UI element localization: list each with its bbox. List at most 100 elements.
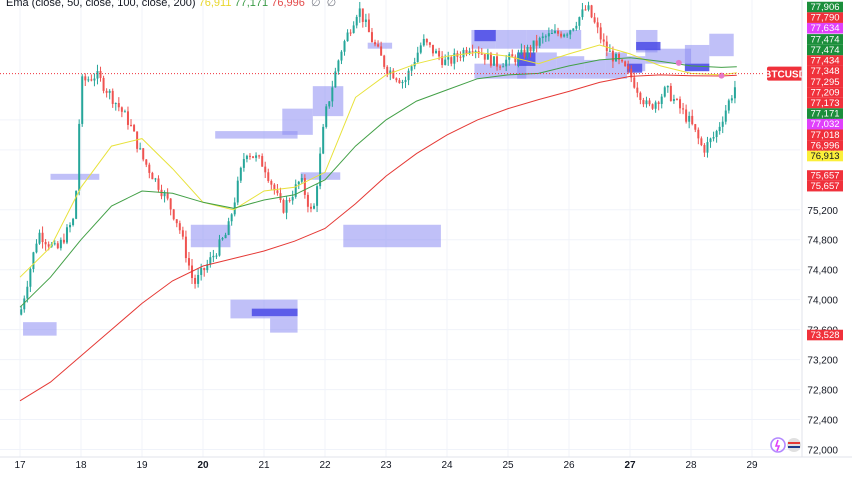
candle-body xyxy=(441,56,444,65)
candle-body xyxy=(532,40,535,52)
y-tick-label: 75,200 xyxy=(807,206,838,217)
candle-body xyxy=(575,25,578,29)
candle-body xyxy=(560,33,563,37)
candle-body xyxy=(309,206,312,209)
candle-body xyxy=(65,227,68,243)
candle-body xyxy=(669,85,672,101)
volume-profile-block xyxy=(50,173,100,180)
candle-body xyxy=(300,178,303,182)
volume-profile-block-dark xyxy=(474,29,496,42)
price-badge xyxy=(807,1,843,13)
candle-body xyxy=(514,56,517,63)
candle-body xyxy=(401,81,404,84)
candle-body xyxy=(526,47,529,57)
candle-body xyxy=(392,70,395,79)
candle-body xyxy=(380,46,383,56)
candle-body xyxy=(349,32,352,34)
candle-body xyxy=(663,87,666,97)
candle-body xyxy=(654,102,657,109)
candle-body xyxy=(306,194,309,207)
x-tick-label: 18 xyxy=(75,460,87,471)
candle-body xyxy=(358,8,361,17)
x-tick-label: 23 xyxy=(380,460,392,471)
candle-body xyxy=(492,56,495,66)
price-badge xyxy=(807,65,843,77)
candle-body xyxy=(624,61,627,67)
price-badge xyxy=(807,87,843,98)
candle-body xyxy=(285,200,288,213)
candle-body xyxy=(117,103,120,108)
candle-body xyxy=(142,148,145,160)
candle-body xyxy=(273,184,276,191)
candle-body xyxy=(154,178,157,180)
candle-body xyxy=(203,268,206,271)
candle-body xyxy=(303,178,306,195)
candle-body xyxy=(529,47,532,52)
ema-legend: Ema (close, 50, close, 100, close, 200) … xyxy=(6,0,336,9)
candle-body xyxy=(569,30,572,35)
candle-body xyxy=(151,172,154,180)
candle-body xyxy=(163,192,166,197)
price-badge-label: 76,913 xyxy=(810,151,839,162)
candle-body xyxy=(422,38,425,46)
candle-body xyxy=(639,92,642,100)
candle-body xyxy=(648,100,651,105)
candle-body xyxy=(87,79,90,81)
price-badge-label: 77,434 xyxy=(810,56,839,67)
candle-body xyxy=(465,49,468,54)
candle-body xyxy=(276,190,279,194)
candle-body xyxy=(709,138,712,143)
candle-body xyxy=(489,53,492,66)
volume-profile-block xyxy=(23,322,57,336)
candle-body xyxy=(215,255,218,257)
candle-body xyxy=(93,78,96,81)
price-badge-label: 77,173 xyxy=(810,98,839,109)
candle-body xyxy=(581,9,584,18)
volume-profile-block xyxy=(367,42,393,49)
candle-body xyxy=(374,42,377,45)
candle-body xyxy=(248,155,251,157)
candle-body xyxy=(691,115,694,125)
y-tick-label: 72,400 xyxy=(807,416,838,427)
candle-body xyxy=(352,25,355,33)
ema-marker xyxy=(718,72,725,79)
eye-off-icon[interactable]: ∅ xyxy=(310,0,321,9)
price-badge-label: 73,528 xyxy=(810,330,839,341)
legend-ema100-value: 77,171 xyxy=(234,0,269,9)
candle-body xyxy=(578,17,581,26)
candle-body xyxy=(672,99,675,101)
candle-body xyxy=(599,27,602,40)
price-badge-label: 77,032 xyxy=(810,119,839,130)
candle-body xyxy=(340,51,343,61)
x-tick-label: 28 xyxy=(685,460,697,471)
candle-body xyxy=(206,264,209,271)
price-badge xyxy=(807,129,843,141)
candle-body xyxy=(370,32,373,43)
time-axis xyxy=(0,457,852,485)
candle-body xyxy=(733,87,736,99)
candle-body xyxy=(364,19,367,22)
x-tick-label: 17 xyxy=(14,460,26,471)
candle-body xyxy=(499,66,502,68)
volume-profile-block-dark xyxy=(636,41,661,51)
candle-body xyxy=(96,71,99,79)
price-badge-label: 77,171 xyxy=(810,109,839,120)
candle-body xyxy=(566,34,569,36)
x-tick-label: 29 xyxy=(746,460,758,471)
candle-body xyxy=(157,178,160,190)
candle-body xyxy=(245,155,248,160)
volume-profile-block xyxy=(270,318,298,333)
candle-body xyxy=(547,33,550,37)
price-badge xyxy=(807,150,843,162)
candle-body xyxy=(584,9,587,11)
volume-profile-block xyxy=(709,33,734,57)
candle-body xyxy=(44,242,47,245)
price-badge xyxy=(807,97,843,109)
candle-body xyxy=(145,159,148,165)
candle-body xyxy=(627,66,630,69)
settings-icon[interactable]: ∅ xyxy=(326,0,337,9)
candle-body xyxy=(386,66,389,74)
candle-body xyxy=(325,106,328,127)
